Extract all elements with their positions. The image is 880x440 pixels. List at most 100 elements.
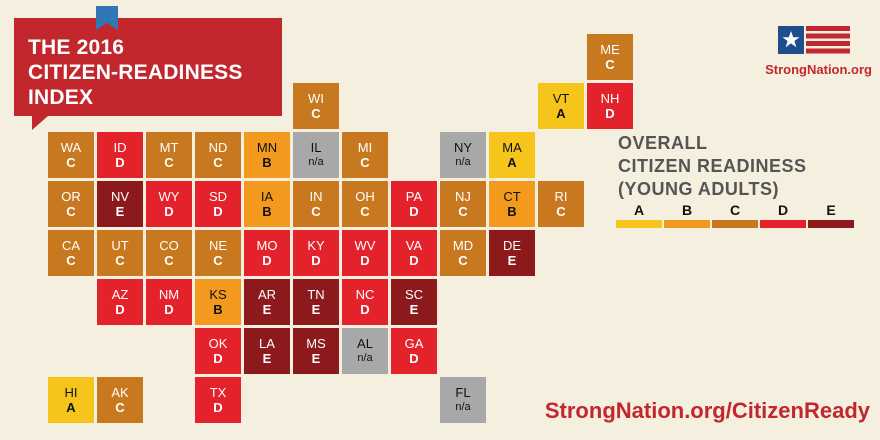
state-tile-id: ID D — [97, 132, 143, 178]
state-grade: E — [311, 351, 321, 366]
state-grade: E — [115, 204, 125, 219]
state-abbr: AR — [257, 287, 277, 302]
state-tile-tx: TX D — [195, 377, 241, 423]
state-abbr: MO — [256, 238, 278, 253]
state-grade: n/a — [455, 156, 471, 168]
state-tile-co: CO C — [146, 230, 192, 276]
legend: A B C D E — [616, 202, 854, 230]
state-tile-sc: SC E — [391, 279, 437, 325]
state-tile-ms: MS E — [293, 328, 339, 374]
state-tile-mt: MT C — [146, 132, 192, 178]
state-tile-wi: WI C — [293, 83, 339, 129]
state-grade: C — [66, 204, 76, 219]
legend-title-line-3: (YOUNG ADULTS) — [618, 179, 779, 199]
logo-text[interactable]: StrongNation.org — [765, 62, 872, 77]
state-tile-nm: NM D — [146, 279, 192, 325]
state-grade: C — [66, 253, 76, 268]
legend-title-line-2: CITIZEN READINESS — [618, 156, 807, 176]
state-grade: E — [311, 302, 321, 317]
state-tile-mo: MO D — [244, 230, 290, 276]
state-grade: C — [164, 253, 174, 268]
state-grade: D — [409, 204, 419, 219]
state-grade: C — [164, 155, 174, 170]
state-grade: D — [360, 253, 370, 268]
state-abbr: TN — [307, 287, 325, 302]
state-grade: D — [164, 302, 174, 317]
state-grade: E — [262, 302, 272, 317]
state-grade: B — [213, 302, 223, 317]
state-grade: n/a — [308, 156, 324, 168]
state-grade: C — [115, 400, 125, 415]
state-grade: C — [213, 155, 223, 170]
state-tile-hi: HI A — [48, 377, 94, 423]
state-grade: B — [262, 155, 272, 170]
state-tile-mn: MN B — [244, 132, 290, 178]
state-tile-me: ME C — [587, 34, 633, 80]
state-abbr: IL — [310, 140, 322, 155]
state-abbr: MI — [357, 140, 373, 155]
state-grade: A — [66, 400, 76, 415]
state-abbr: ID — [113, 140, 127, 155]
state-tile-mi: MI C — [342, 132, 388, 178]
state-tile-ca: CA C — [48, 230, 94, 276]
state-tile-ny: NY n/a — [440, 132, 486, 178]
legend-item-a: A — [616, 202, 662, 230]
state-abbr: SC — [404, 287, 424, 302]
state-tile-nd: ND C — [195, 132, 241, 178]
state-tile-nh: NH D — [587, 83, 633, 129]
state-grade: D — [213, 351, 223, 366]
state-abbr: NY — [453, 140, 473, 155]
state-grade: D — [409, 351, 419, 366]
state-abbr: AL — [357, 336, 373, 351]
state-grade: D — [311, 253, 321, 268]
state-grade: E — [262, 351, 272, 366]
state-abbr: NE — [208, 238, 228, 253]
state-grade: C — [556, 204, 566, 219]
state-tile-or: OR C — [48, 181, 94, 227]
state-tile-ct: CT B — [489, 181, 535, 227]
state-abbr: LA — [259, 336, 275, 351]
legend-item-b: B — [664, 202, 710, 230]
state-grade: C — [311, 204, 321, 219]
footer-url[interactable]: StrongNation.org/CitizenReady — [544, 398, 870, 423]
state-tile-az: AZ D — [97, 279, 143, 325]
state-abbr: OK — [208, 336, 228, 351]
state-grade: E — [507, 253, 517, 268]
state-abbr: GA — [404, 336, 424, 351]
state-tile-tn: TN E — [293, 279, 339, 325]
state-grade: B — [507, 204, 517, 219]
legend-swatch — [664, 220, 710, 228]
state-abbr: OH — [355, 189, 375, 204]
state-tile-fl: FL n/a — [440, 377, 486, 423]
state-abbr: MN — [256, 140, 278, 155]
title-banner: THE 2016 CITIZEN-READINESS INDEX — [14, 18, 282, 130]
state-tile-vt: VT A — [538, 83, 584, 129]
title-line-3: INDEX — [28, 86, 94, 109]
title-line-2: CITIZEN-READINESS — [28, 61, 243, 84]
state-grade: C — [115, 253, 125, 268]
state-abbr: WA — [60, 140, 82, 155]
state-abbr: SD — [208, 189, 228, 204]
state-grade: C — [458, 253, 468, 268]
state-tile-wa: WA C — [48, 132, 94, 178]
state-tile-va: VA D — [391, 230, 437, 276]
state-abbr: HI — [64, 385, 78, 400]
state-abbr: NJ — [455, 189, 471, 204]
state-grade: D — [213, 400, 223, 415]
state-abbr: KY — [307, 238, 325, 253]
state-tile-pa: PA D — [391, 181, 437, 227]
state-tile-ma: MA A — [489, 132, 535, 178]
state-tile-al: AL n/a — [342, 328, 388, 374]
state-abbr: VA — [405, 238, 423, 253]
state-tile-il: IL n/a — [293, 132, 339, 178]
state-grade: C — [360, 155, 370, 170]
state-tile-wv: WV D — [342, 230, 388, 276]
state-abbr: NV — [110, 189, 130, 204]
legend-label: E — [826, 202, 836, 218]
state-tile-nj: NJ C — [440, 181, 486, 227]
state-tile-la: LA E — [244, 328, 290, 374]
state-grade: C — [360, 204, 370, 219]
state-abbr: MD — [452, 238, 474, 253]
title-line-1: THE 2016 — [28, 36, 125, 59]
state-abbr: AZ — [111, 287, 129, 302]
